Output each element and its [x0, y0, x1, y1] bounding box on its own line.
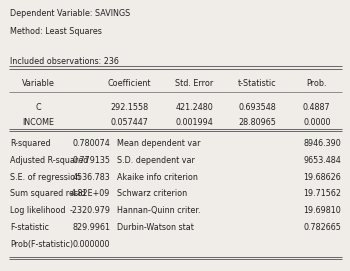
Text: Akaike info criterion: Akaike info criterion — [117, 173, 198, 182]
Text: Included observations: 236: Included observations: 236 — [10, 57, 119, 66]
Text: 0.782665: 0.782665 — [303, 223, 341, 232]
Text: INCOME: INCOME — [22, 118, 55, 127]
Text: 0.693548: 0.693548 — [238, 103, 276, 112]
Text: Prob.: Prob. — [307, 79, 327, 88]
Text: C: C — [36, 103, 41, 112]
Text: 0.4887: 0.4887 — [303, 103, 330, 112]
Text: Method: Least Squares: Method: Least Squares — [10, 27, 101, 36]
Text: 19.69810: 19.69810 — [303, 206, 341, 215]
Text: 0.780074: 0.780074 — [72, 139, 110, 148]
Text: 292.1558: 292.1558 — [111, 103, 148, 112]
Text: Log likelihood: Log likelihood — [10, 206, 65, 215]
Text: 8946.390: 8946.390 — [303, 139, 341, 148]
Text: Schwarz criterion: Schwarz criterion — [117, 189, 187, 198]
Text: S.D. dependent var: S.D. dependent var — [117, 156, 195, 165]
Text: 28.80965: 28.80965 — [238, 118, 276, 127]
Text: 19.71562: 19.71562 — [303, 189, 341, 198]
Text: Sum squared resid: Sum squared resid — [10, 189, 85, 198]
Text: t-Statistic: t-Statistic — [238, 79, 276, 88]
Text: 0.001994: 0.001994 — [175, 118, 213, 127]
Text: 0.057447: 0.057447 — [111, 118, 148, 127]
Text: S.E. of regression: S.E. of regression — [10, 173, 80, 182]
Text: 0.0000: 0.0000 — [303, 118, 330, 127]
Text: 0.779135: 0.779135 — [72, 156, 110, 165]
Text: 4536.783: 4536.783 — [72, 173, 110, 182]
Text: Hannan-Quinn criter.: Hannan-Quinn criter. — [117, 206, 201, 215]
Text: 19.68626: 19.68626 — [303, 173, 341, 182]
Text: Std. Error: Std. Error — [175, 79, 214, 88]
Text: 421.2480: 421.2480 — [175, 103, 213, 112]
Text: Dependent Variable: SAVINGS: Dependent Variable: SAVINGS — [10, 9, 130, 18]
Text: F-statistic: F-statistic — [10, 223, 49, 232]
Text: 829.9961: 829.9961 — [72, 223, 110, 232]
Text: R-squared: R-squared — [10, 139, 50, 148]
Text: Adjusted R-squared: Adjusted R-squared — [10, 156, 88, 165]
Text: Prob(F-statistic): Prob(F-statistic) — [10, 240, 73, 249]
Text: Mean dependent var: Mean dependent var — [117, 139, 201, 148]
Text: 0.000000: 0.000000 — [73, 240, 110, 249]
Text: -2320.979: -2320.979 — [69, 206, 110, 215]
Text: Durbin-Watson stat: Durbin-Watson stat — [117, 223, 194, 232]
Text: Coefficient: Coefficient — [108, 79, 151, 88]
Text: Variable: Variable — [22, 79, 55, 88]
Text: 4.82E+09: 4.82E+09 — [71, 189, 110, 198]
Text: 9653.484: 9653.484 — [303, 156, 341, 165]
